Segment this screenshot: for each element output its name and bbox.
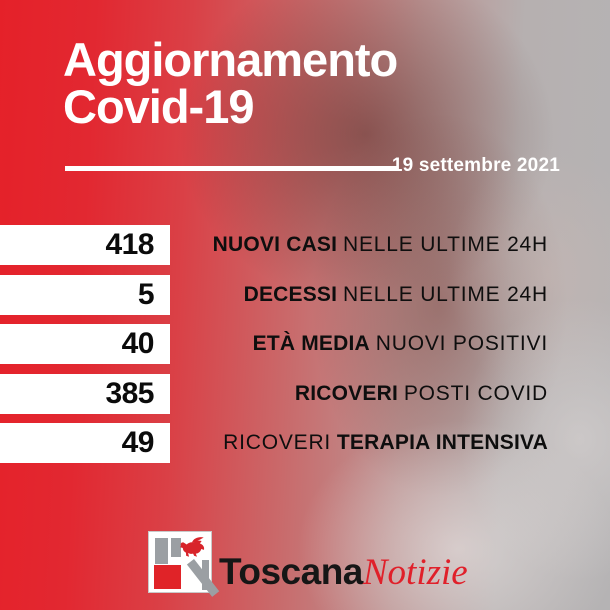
logo-gray-block (171, 538, 181, 557)
stat-row-terapia-intensiva: 49 RICOVERI TERAPIA INTENSIVA (0, 423, 610, 463)
title-underline (65, 166, 397, 171)
stat-bar: 385 (0, 373, 170, 414)
stat-value: 5 (137, 277, 155, 311)
brand-wordmark: ToscanaNotizie (219, 553, 468, 593)
logo-red-block (154, 565, 181, 589)
pegasus-icon (180, 537, 205, 557)
brand-notizie: Notizie (362, 552, 468, 593)
toscana-logo-mark (148, 531, 220, 597)
stat-value: 49 (121, 426, 155, 459)
stat-label: RICOVERI TERAPIA INTENSIVA (223, 431, 548, 454)
stat-bar: 5 (0, 274, 170, 315)
stat-label: DECESSI NELLE ULTIME 24H (243, 282, 548, 306)
logo-gray-block (155, 538, 168, 564)
stat-label: NUOVI CASI NELLE ULTIME 24H (212, 233, 548, 256)
brand-toscana: Toscana (219, 551, 363, 592)
stat-label: RICOVERI POSTI COVID (294, 381, 548, 405)
stat-row-ricoveri-posti-covid: 385 RICOVERI POSTI COVID (0, 373, 610, 414)
stats-list: 418 NUOVI CASI NELLE ULTIME 24H 5 DECESS… (0, 225, 610, 463)
stat-bar: 40 (0, 324, 170, 364)
logo-vertical-block (202, 560, 209, 590)
stat-bar: 49 (0, 423, 170, 463)
page-title: Aggiornamento Covid-19 (63, 33, 398, 133)
stat-label: ETÀ MEDIA NUOVI POSITIVI (252, 332, 548, 355)
stat-value: 40 (121, 327, 155, 360)
title-line-1: Aggiornamento (63, 33, 398, 86)
stat-row-nuovi-casi: 418 NUOVI CASI NELLE ULTIME 24H (0, 225, 610, 265)
brand-footer: ToscanaNotizie (148, 531, 468, 597)
title-line-2: Covid-19 (63, 80, 255, 133)
stat-value: 385 (105, 376, 154, 410)
date-label: 19 settembre 2021 (391, 155, 560, 176)
stat-value: 418 (105, 228, 154, 261)
stat-bar: 418 (0, 225, 170, 265)
stat-row-eta-media: 40 ETÀ MEDIA NUOVI POSITIVI (0, 324, 610, 364)
stat-row-decessi: 5 DECESSI NELLE ULTIME 24H (0, 274, 610, 315)
